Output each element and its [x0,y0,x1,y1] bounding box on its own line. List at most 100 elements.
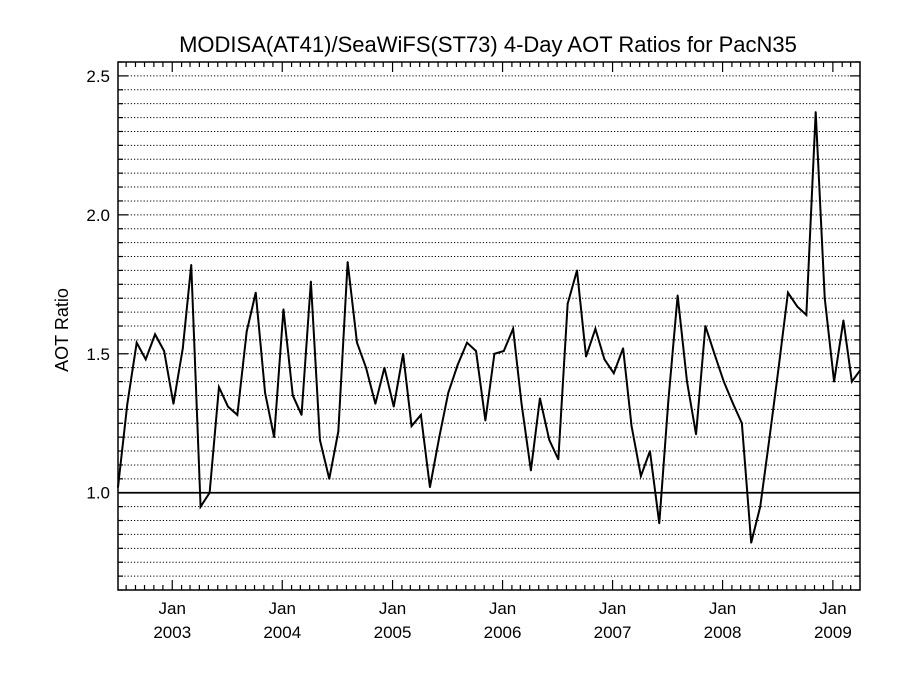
data-point [163,350,166,352]
x-tick-month-label: Jan [159,599,186,618]
data-point [612,372,615,375]
data-point [199,505,202,508]
data-point [833,380,835,383]
data-point [419,414,422,416]
y-tick-label: 2.5 [86,67,110,86]
data-point [750,541,753,544]
data-point [410,425,413,427]
x-tick-month-label: Jan [379,599,406,618]
data-point [300,414,303,416]
data-point [768,436,771,439]
data-point [172,402,175,405]
x-tick-year-label: 2003 [153,623,191,642]
data-point [493,352,496,355]
data-point [594,327,597,330]
data-point [823,297,826,300]
data-point [722,380,725,383]
data-point [777,366,780,369]
series-group [117,111,861,544]
data-point [374,402,377,405]
data-point [732,402,735,405]
data-point [649,450,651,452]
data-point [842,319,845,322]
x-tick-year-label: 2007 [594,623,632,642]
data-point [328,477,331,480]
data-point [814,111,817,113]
series-line [117,111,861,544]
data-point [695,433,697,436]
data-point [264,391,266,394]
data-point [639,475,642,477]
data-point [208,491,211,494]
data-point [502,350,505,352]
data-point [218,386,220,389]
x-tick-month-label: Jan [709,599,736,618]
data-point [667,400,670,402]
data-point [291,394,294,397]
data-point [539,397,541,400]
data-point [805,313,808,316]
data-point [759,505,762,508]
x-tick-month-label: Jan [489,599,516,618]
data-point [603,358,606,361]
data-point [319,439,321,441]
data-point [529,469,532,472]
y-tick-label: 1.5 [86,345,110,364]
x-tick-year-label: 2009 [814,623,852,642]
data-point [144,358,147,361]
data-point [630,425,633,427]
data-point [484,419,487,422]
data-point [392,405,395,408]
data-point [365,366,367,369]
data-point [447,391,450,394]
data-point [548,439,551,441]
data-point [227,405,229,408]
data-point [273,436,276,439]
data-point [622,347,625,350]
data-point [135,341,138,344]
data-point [850,380,853,383]
data-point [713,352,716,355]
data-point [402,352,405,355]
data-point [456,364,459,366]
y-ticks: 1.0 1.5 2.0 2.5 [86,61,860,591]
data-point [658,522,661,525]
data-point [383,366,386,369]
data-point [740,422,743,425]
chart-title: MODISA(AT41)/SeaWiFS(ST73) 4-Day AOT Rat… [179,32,797,57]
data-point [438,436,441,439]
data-point [309,280,312,283]
data-point [190,263,193,266]
data-point [796,305,799,308]
data-point [346,261,349,263]
data-point [429,486,431,489]
x-tick-year-label: 2008 [704,623,742,642]
data-point [245,330,248,333]
data-point [686,380,688,383]
data-point [254,291,257,294]
data-point [181,347,184,350]
y-axis-label: AOT Ratio [52,288,72,372]
x-tick-month-label: Jan [269,599,296,618]
data-point [282,308,285,311]
x-tick-year-label: 2005 [374,623,412,642]
data-point [576,269,578,272]
data-point [236,414,239,416]
x-tick-month-label: Jan [599,599,626,618]
data-point [154,333,156,336]
data-point [585,355,587,358]
data-point [520,402,523,405]
data-point [126,402,129,405]
y-tick-label: 2.0 [86,206,110,225]
x-ticks: Jan 2003 Jan 2004 Jan 2005 Jan 2006 Jan 2007 Jan 20… [125,62,852,642]
data-point [704,325,707,327]
data-point [557,458,560,461]
x-tick-year-label: 2004 [263,623,301,642]
data-point [566,302,569,305]
data-point [466,341,468,344]
data-point [512,327,515,330]
data-point [676,294,679,297]
x-tick-year-label: 2006 [484,623,522,642]
data-point [356,341,358,344]
